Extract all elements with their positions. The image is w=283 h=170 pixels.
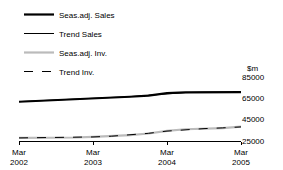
svg-text:$m: $m bbox=[247, 64, 258, 73]
svg-text:Mar2005: Mar2005 bbox=[232, 148, 250, 167]
svg-text:65000: 65000 bbox=[242, 94, 265, 103]
svg-text:45000: 45000 bbox=[242, 115, 265, 124]
svg-text:Trend Sales: Trend Sales bbox=[59, 30, 102, 39]
svg-text:Seas.adj. Sales: Seas.adj. Sales bbox=[59, 11, 115, 20]
svg-text:Mar2004: Mar2004 bbox=[158, 148, 176, 167]
svg-text:Trend Inv.: Trend Inv. bbox=[59, 68, 94, 77]
svg-text:Seas.adj. Inv.: Seas.adj. Inv. bbox=[59, 49, 107, 58]
svg-text:25000: 25000 bbox=[242, 137, 265, 146]
svg-text:Mar2002: Mar2002 bbox=[10, 148, 28, 167]
svg-text:85000: 85000 bbox=[242, 73, 265, 82]
svg-text:Mar2003: Mar2003 bbox=[84, 148, 102, 167]
